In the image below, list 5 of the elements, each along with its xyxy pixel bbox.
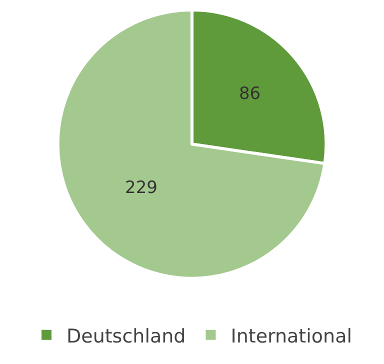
legend-label: Deutschland (66, 325, 186, 348)
pie-slice (56, 8, 326, 280)
data-label: 229 (125, 178, 158, 198)
data-label: 86 (238, 84, 261, 104)
legend-label: International (230, 325, 352, 348)
